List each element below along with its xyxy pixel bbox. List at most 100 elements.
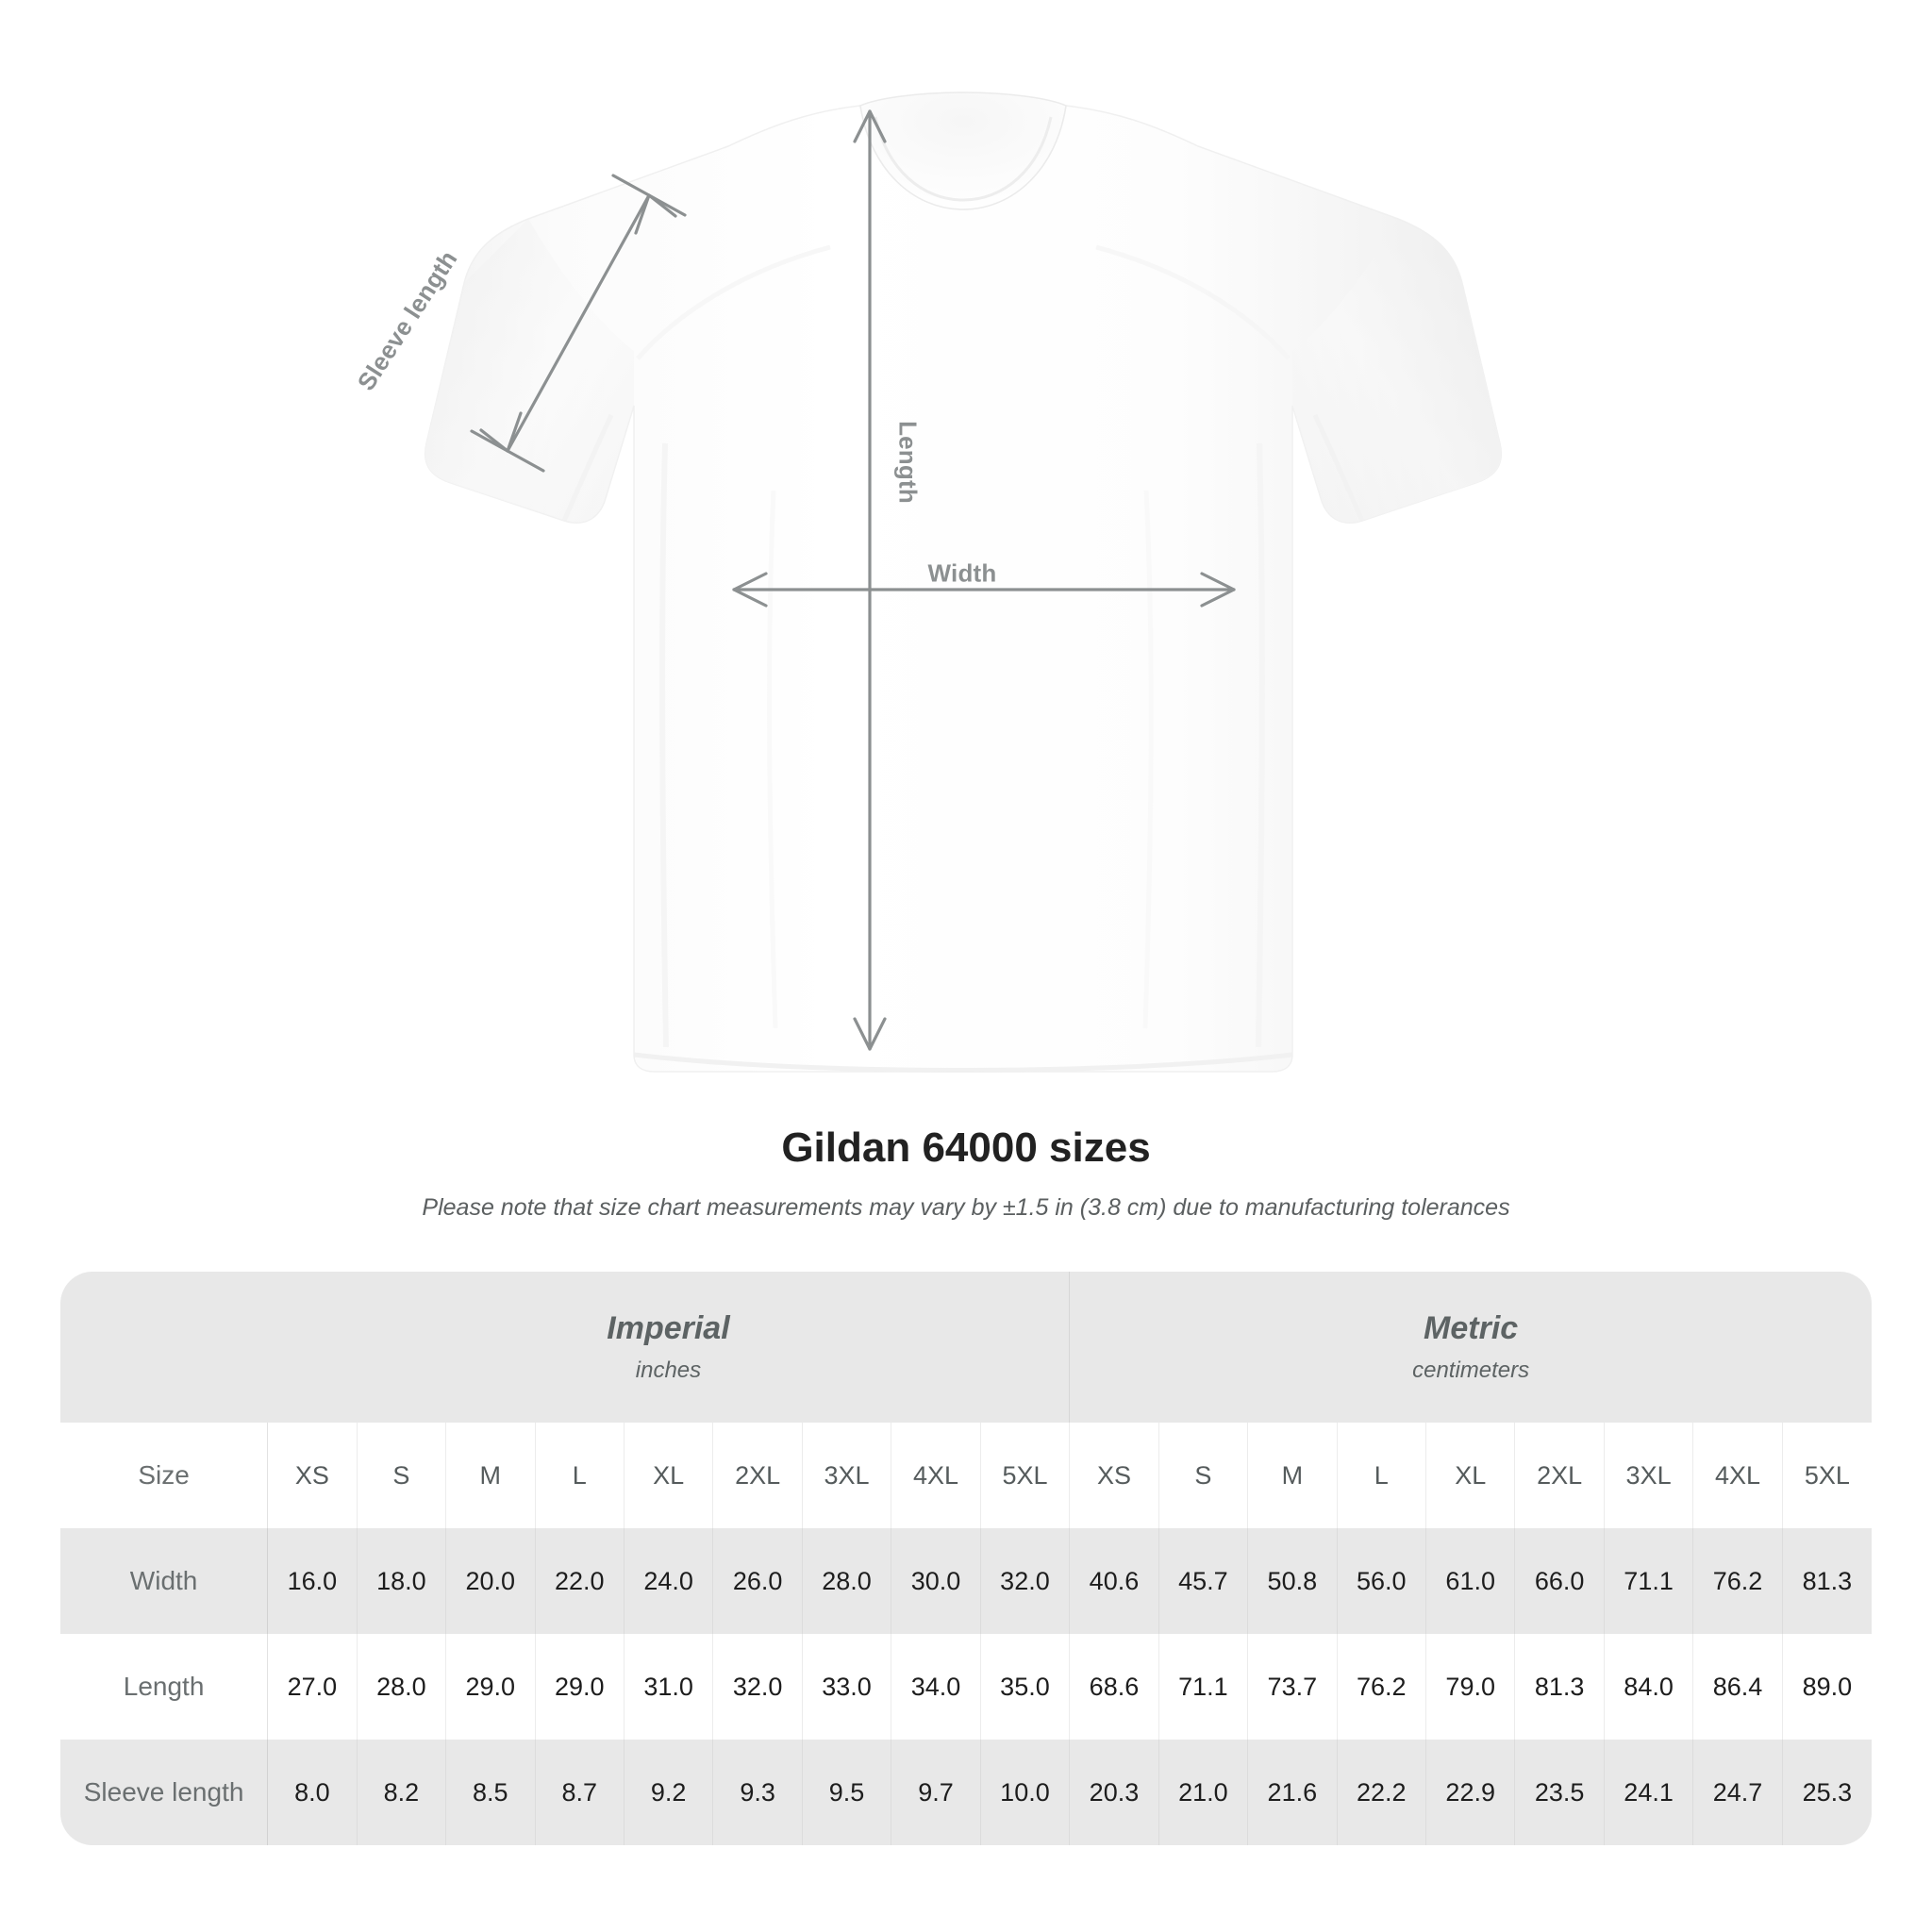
group-header-corner — [60, 1272, 268, 1423]
cell-width-metric-4: 61.0 — [1425, 1528, 1516, 1634]
row-header-size: Size — [60, 1423, 269, 1528]
cell-length-imperial-2: 29.0 — [445, 1634, 536, 1740]
cell-width-imperial-1: 18.0 — [357, 1528, 447, 1634]
width-label: Width — [927, 558, 997, 588]
size-header-metric-2: M — [1247, 1423, 1338, 1528]
cell-length-imperial-3: 29.0 — [535, 1634, 625, 1740]
cell-length-imperial-1: 28.0 — [357, 1634, 447, 1740]
cell-length-imperial-4: 31.0 — [624, 1634, 714, 1740]
group-title-metric: Metric — [1424, 1310, 1519, 1347]
cell-width-metric-0: 40.6 — [1069, 1528, 1159, 1634]
length-dimension-line — [853, 109, 887, 1051]
tolerance-note: Please note that size chart measurements… — [422, 1193, 1510, 1221]
cell-sleeve-metric-1: 21.0 — [1158, 1740, 1249, 1845]
group-unit-imperial: inches — [635, 1357, 702, 1383]
size-chart-table-container: Imperial inches Metric centimeters Size … — [60, 1272, 1872, 1845]
cell-length-metric-0: 68.6 — [1069, 1634, 1159, 1740]
cell-width-imperial-2: 20.0 — [445, 1528, 536, 1634]
cell-sleeve-imperial-1: 8.2 — [357, 1740, 447, 1845]
size-header-imperial-4: XL — [624, 1423, 714, 1528]
table-size-header-row: Size XS S M L XL 2XL 3XL 4XL 5XL XS S M … — [60, 1423, 1872, 1528]
size-header-imperial-3: L — [535, 1423, 625, 1528]
cell-sleeve-metric-8: 25.3 — [1782, 1740, 1872, 1845]
size-header-metric-6: 3XL — [1604, 1423, 1694, 1528]
size-header-imperial-7: 4XL — [891, 1423, 981, 1528]
tshirt-diagram: Sleeve length Length Width — [352, 92, 1502, 1073]
width-dimension-line — [732, 572, 1236, 608]
cell-width-metric-2: 50.8 — [1247, 1528, 1338, 1634]
cell-length-metric-5: 81.3 — [1514, 1634, 1605, 1740]
group-title-imperial: Imperial — [607, 1310, 730, 1347]
size-chart-table: Imperial inches Metric centimeters Size … — [60, 1272, 1872, 1845]
table-row: Sleeve length 8.0 8.2 8.5 8.7 9.2 9.3 9.… — [60, 1740, 1872, 1845]
cell-width-imperial-6: 28.0 — [802, 1528, 892, 1634]
size-header-metric-8: 5XL — [1782, 1423, 1872, 1528]
cell-width-metric-8: 81.3 — [1782, 1528, 1872, 1634]
cell-width-imperial-0: 16.0 — [267, 1528, 358, 1634]
cell-length-imperial-7: 34.0 — [891, 1634, 981, 1740]
cell-sleeve-imperial-5: 9.3 — [712, 1740, 803, 1845]
table-group-header-row: Imperial inches Metric centimeters — [60, 1272, 1872, 1423]
cell-sleeve-metric-4: 22.9 — [1425, 1740, 1516, 1845]
size-header-metric-0: XS — [1069, 1423, 1159, 1528]
size-header-imperial-0: XS — [267, 1423, 358, 1528]
cell-width-metric-5: 66.0 — [1514, 1528, 1605, 1634]
size-header-metric-4: XL — [1425, 1423, 1516, 1528]
cell-width-imperial-4: 24.0 — [624, 1528, 714, 1634]
cell-length-imperial-6: 33.0 — [802, 1634, 892, 1740]
cell-width-metric-6: 71.1 — [1604, 1528, 1694, 1634]
size-header-imperial-6: 3XL — [802, 1423, 892, 1528]
row-header-sleeve-length: Sleeve length — [60, 1740, 269, 1845]
cell-width-imperial-7: 30.0 — [891, 1528, 981, 1634]
cell-length-metric-4: 79.0 — [1425, 1634, 1516, 1740]
table-row: Width 16.0 18.0 20.0 22.0 24.0 26.0 28.0… — [60, 1528, 1872, 1634]
size-header-metric-1: S — [1158, 1423, 1249, 1528]
cell-sleeve-metric-2: 21.6 — [1247, 1740, 1338, 1845]
size-header-metric-7: 4XL — [1692, 1423, 1783, 1528]
cell-sleeve-imperial-6: 9.5 — [802, 1740, 892, 1845]
group-unit-metric: centimeters — [1412, 1357, 1530, 1383]
size-header-metric-5: 2XL — [1514, 1423, 1605, 1528]
cell-sleeve-metric-6: 24.1 — [1604, 1740, 1694, 1845]
group-header-imperial: Imperial inches — [267, 1272, 1070, 1423]
cell-sleeve-metric-7: 24.7 — [1692, 1740, 1783, 1845]
cell-sleeve-imperial-8: 10.0 — [980, 1740, 1071, 1845]
cell-sleeve-metric-0: 20.3 — [1069, 1740, 1159, 1845]
cell-length-metric-1: 71.1 — [1158, 1634, 1249, 1740]
length-label: Length — [893, 421, 923, 504]
cell-length-metric-7: 86.4 — [1692, 1634, 1783, 1740]
cell-width-metric-3: 56.0 — [1337, 1528, 1426, 1634]
cell-sleeve-imperial-4: 9.2 — [624, 1740, 714, 1845]
sleeve-dimension-line — [470, 174, 687, 473]
tshirt-illustration — [425, 92, 1502, 1073]
cell-length-metric-2: 73.7 — [1247, 1634, 1338, 1740]
cell-length-metric-8: 89.0 — [1782, 1634, 1872, 1740]
cell-length-imperial-5: 32.0 — [712, 1634, 803, 1740]
cell-length-metric-6: 84.0 — [1604, 1634, 1694, 1740]
page-title: Gildan 64000 sizes — [781, 1124, 1151, 1171]
table-row: Length 27.0 28.0 29.0 29.0 31.0 32.0 33.… — [60, 1634, 1872, 1740]
row-header-width: Width — [60, 1528, 269, 1634]
size-header-imperial-1: S — [357, 1423, 447, 1528]
size-header-imperial-8: 5XL — [980, 1423, 1071, 1528]
cell-width-imperial-5: 26.0 — [712, 1528, 803, 1634]
cell-length-imperial-0: 27.0 — [267, 1634, 358, 1740]
cell-width-imperial-8: 32.0 — [980, 1528, 1071, 1634]
title-block: Gildan 64000 sizes Please note that size… — [0, 1124, 1932, 1222]
measurement-lines — [470, 109, 1236, 1051]
cell-sleeve-metric-3: 22.2 — [1337, 1740, 1426, 1845]
cell-sleeve-imperial-7: 9.7 — [891, 1740, 981, 1845]
cell-sleeve-imperial-3: 8.7 — [535, 1740, 625, 1845]
size-header-metric-3: L — [1337, 1423, 1426, 1528]
cell-sleeve-imperial-2: 8.5 — [445, 1740, 536, 1845]
cell-length-metric-3: 76.2 — [1337, 1634, 1426, 1740]
row-header-length: Length — [60, 1634, 269, 1740]
size-header-imperial-2: M — [445, 1423, 536, 1528]
cell-sleeve-metric-5: 23.5 — [1514, 1740, 1605, 1845]
cell-width-metric-1: 45.7 — [1158, 1528, 1249, 1634]
cell-length-imperial-8: 35.0 — [980, 1634, 1071, 1740]
cell-width-imperial-3: 22.0 — [535, 1528, 625, 1634]
cell-width-metric-7: 76.2 — [1692, 1528, 1783, 1634]
group-header-metric: Metric centimeters — [1069, 1272, 1872, 1423]
size-header-imperial-5: 2XL — [712, 1423, 803, 1528]
